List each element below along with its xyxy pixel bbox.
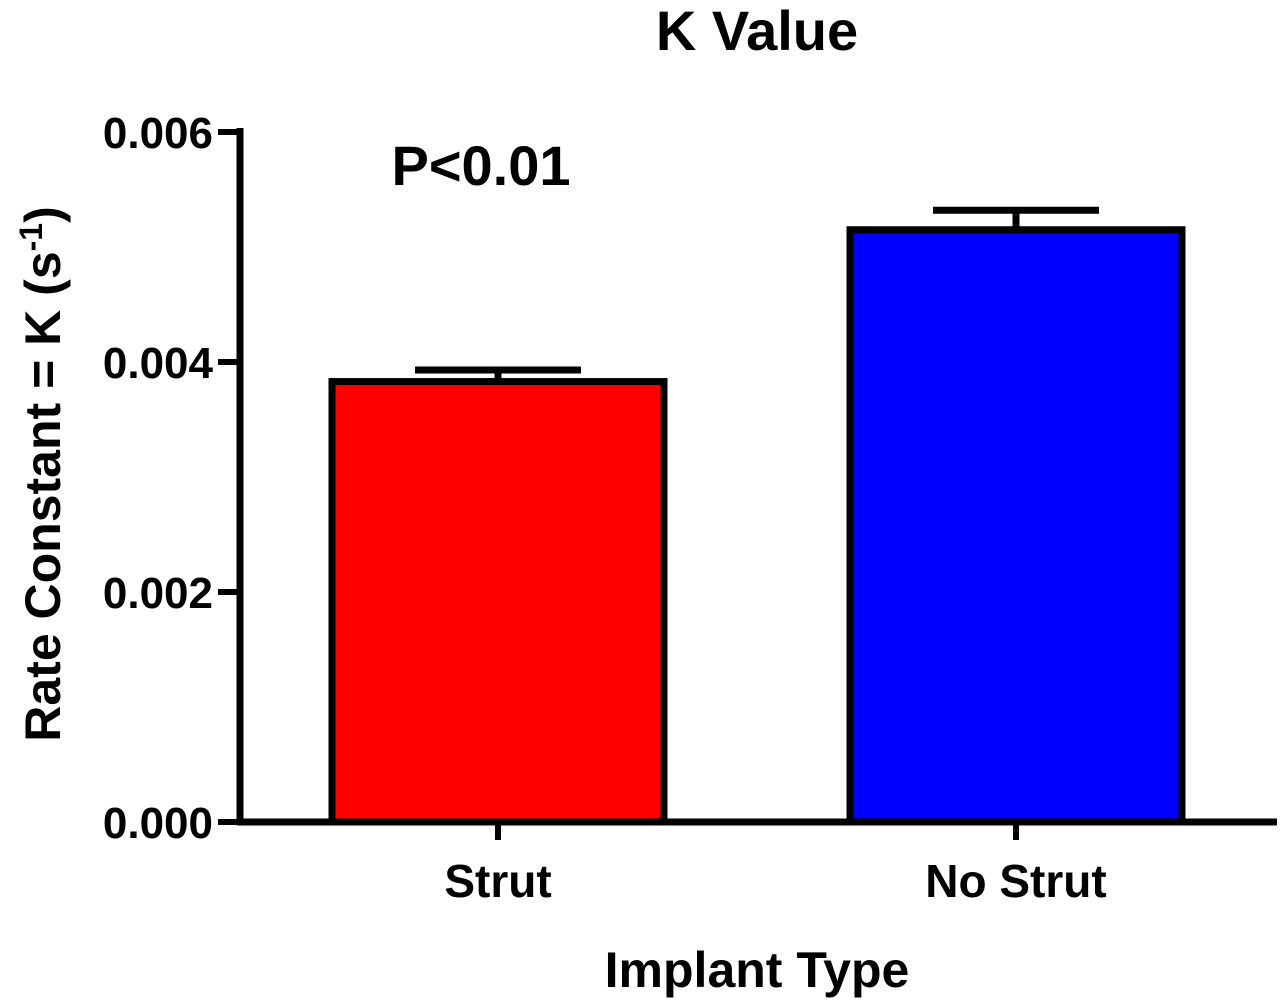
x-tick-label-strut: Strut <box>444 855 551 907</box>
y-axis-title-close: ) <box>15 206 71 223</box>
y-axis-title-superscript: -1 <box>13 223 49 251</box>
bar-strut <box>328 378 668 826</box>
significance-annotation: P<0.01 <box>391 134 570 197</box>
x-ticks-layer: Strut No Strut <box>444 822 1107 907</box>
y-tick-label: 0.006 <box>103 109 213 158</box>
y-axis-title-main: Rate Constant = K (s <box>15 251 71 741</box>
x-axis-title: Implant Type <box>605 942 910 998</box>
bar-no-strut <box>846 226 1186 826</box>
y-tick-label: 0.000 <box>103 799 213 848</box>
y-axis-title: Rate Constant = K (s-1) <box>13 206 71 741</box>
chart-title: K Value <box>656 0 858 62</box>
x-tick-label-no-strut: No Strut <box>925 855 1106 907</box>
y-tick-label: 0.002 <box>103 569 213 618</box>
y-tick-label: 0.004 <box>103 339 214 388</box>
error-bars-layer <box>415 206 1099 382</box>
bars-layer <box>328 226 1186 826</box>
y-ticks-layer: 0.000 0.002 0.004 0.006 <box>103 109 240 848</box>
